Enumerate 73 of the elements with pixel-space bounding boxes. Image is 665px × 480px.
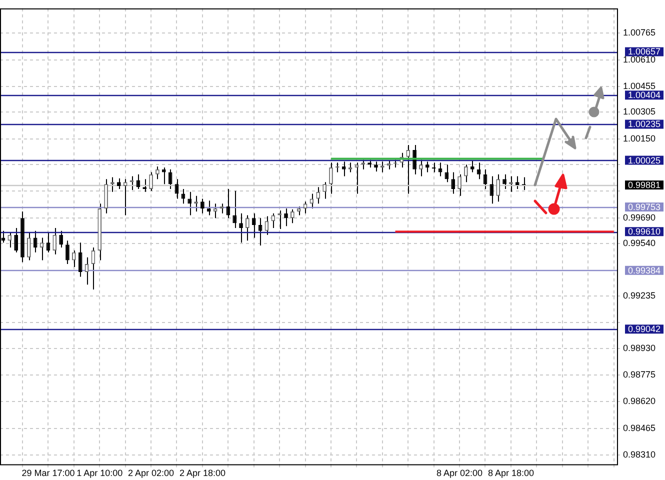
candlestick: [59, 230, 63, 248]
y-tick-label: 0.98310: [623, 449, 656, 460]
candlestick: [8, 232, 12, 248]
ref-line-label: 1.00235: [628, 119, 661, 130]
candlestick: [458, 174, 462, 196]
candlestick: [116, 178, 121, 190]
candlestick: [33, 230, 38, 253]
candlestick: [206, 200, 211, 216]
candlestick: [188, 191, 192, 216]
y-tick-label: 0.99690: [623, 212, 656, 222]
ref-line-label: 1.00025: [628, 155, 661, 166]
candlestick: [342, 161, 346, 177]
candlestick: [419, 159, 423, 177]
ref-line-label: 0.99881: [628, 180, 661, 190]
ref-line-label: 0.99384: [628, 265, 661, 276]
candlestick: [412, 144, 416, 175]
candlestick: [239, 212, 243, 244]
y-tick-label: 0.98930: [623, 342, 656, 353]
candlestick: [451, 172, 456, 194]
candlestick: [200, 198, 204, 214]
candlestick: [252, 212, 256, 238]
candlestick: [149, 172, 153, 192]
candlestick: [232, 190, 237, 228]
candlestick: [123, 178, 128, 216]
y-tick-label: 1.00305: [623, 106, 656, 117]
x-tick-label: 29 Mar 17:00: [22, 468, 75, 478]
x-tick-label: 2 Apr 02:00: [128, 468, 174, 478]
ref-line-label: 1.00404: [628, 90, 661, 100]
y-tick-label: 0.98465: [623, 422, 656, 433]
y-tick-label: 1.00765: [623, 28, 656, 38]
y-tick-label: 0.99540: [623, 238, 656, 248]
candlestick: [470, 160, 474, 173]
candlestick: [406, 144, 410, 194]
y-tick-label: 0.98775: [623, 370, 656, 380]
candlestick: [162, 166, 166, 185]
candlestick: [66, 240, 70, 265]
candlestick: [329, 162, 333, 194]
candlestick: [226, 188, 230, 219]
candlestick: [78, 242, 82, 278]
y-tick-label: 1.00455: [623, 80, 656, 91]
candlestick: [438, 162, 442, 177]
x-tick-label: 2 Apr 18:00: [179, 468, 226, 478]
ref-line-label: 0.99042: [628, 324, 661, 334]
y-tick-label: 1.00610: [623, 54, 656, 64]
candlestick: [490, 176, 494, 204]
candlestick: [502, 174, 506, 190]
candlestick: [374, 161, 378, 172]
y-tick-label: 0.99235: [623, 290, 656, 300]
ref-line-label: 1.00657: [628, 46, 661, 57]
candlestick: [515, 176, 520, 190]
candlestick: [425, 161, 430, 173]
candlestick: [496, 174, 500, 202]
y-tick-label: 0.98620: [623, 396, 656, 406]
candlestick: [52, 227, 57, 255]
candlestick: [464, 164, 468, 183]
candlestick: [26, 232, 31, 261]
candlestick: [246, 214, 250, 242]
candlestick: [156, 166, 160, 180]
candlestick: [316, 186, 320, 204]
x-tick-label: 1 Apr 10:00: [76, 468, 123, 478]
candlestick: [14, 227, 18, 253]
candlestick: [284, 208, 288, 227]
candlestick: [72, 250, 76, 268]
candlestick: [104, 178, 108, 214]
x-tick-label: 8 Apr 18:00: [488, 468, 534, 478]
candlestick: [181, 188, 186, 204]
candlestick: [271, 212, 276, 228]
ref-line-label: 0.99610: [628, 226, 661, 237]
candlestick: [290, 208, 294, 224]
y-tick-label: 1.00150: [623, 133, 656, 144]
candlestick: [322, 182, 326, 200]
x-tick-label: 8 Apr 02:00: [436, 468, 483, 478]
ref-line-label: 0.99753: [628, 202, 661, 212]
